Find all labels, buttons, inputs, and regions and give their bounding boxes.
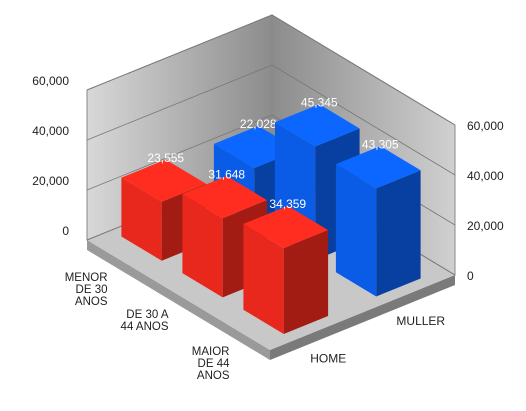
x-tick-label: MAIOR DE 44 ANOS (191, 345, 230, 382)
bar-front (121, 177, 162, 261)
value-label: 45,345 (301, 96, 338, 110)
bar (335, 146, 421, 297)
y2-tick-label: 60,000 (467, 119, 504, 133)
bar-front (243, 223, 284, 334)
bar-front (182, 194, 223, 298)
x-tick-label: DE 30 A 44 ANOS (120, 309, 169, 333)
y2-tick-label: 40,000 (467, 169, 504, 183)
bar (243, 205, 329, 334)
y-tick-label: 20,000 (32, 174, 69, 188)
y-tick-label: 0 (62, 224, 69, 238)
grid-line (86, 64, 456, 176)
y-tick-label: 40,000 (32, 124, 69, 138)
series-label: HOME (310, 351, 346, 365)
series-label: MULLER (396, 314, 445, 328)
grid-line (86, 14, 456, 126)
y2-tick-label: 0 (467, 269, 474, 283)
bar-top (243, 205, 329, 249)
bar-side (376, 170, 421, 297)
x-tick-label: MENOR DE 30 ANOS (64, 272, 108, 309)
y2-tick-label: 20,000 (467, 219, 504, 233)
value-label: 43,305 (362, 137, 399, 151)
bar-front (335, 164, 377, 297)
bar-top (121, 159, 207, 202)
bar-top (335, 146, 421, 189)
floor-side (270, 275, 455, 360)
value-label: 22,028 (240, 117, 277, 131)
value-label: 34,359 (269, 197, 306, 211)
value-label: 31,648 (208, 167, 245, 181)
bar-top (182, 176, 268, 219)
floor-side (87, 240, 270, 360)
bar-side (283, 230, 329, 334)
bar-top (274, 104, 360, 147)
y-tick-label: 60,000 (32, 74, 69, 88)
value-label: 23,555 (147, 151, 184, 165)
